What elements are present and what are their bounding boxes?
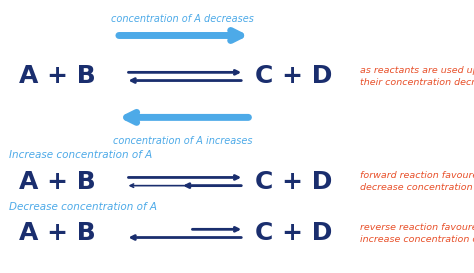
Text: as reactants are used up,
their concentration decreases: as reactants are used up, their concentr…: [360, 66, 474, 87]
Text: A + B: A + B: [18, 170, 95, 194]
Text: concentration of A decreases: concentration of A decreases: [111, 14, 254, 24]
Text: C + D: C + D: [255, 64, 333, 88]
Text: A + B: A + B: [18, 64, 95, 88]
Text: C + D: C + D: [255, 221, 333, 245]
Text: C + D: C + D: [255, 170, 333, 194]
Text: Increase concentration of A: Increase concentration of A: [9, 150, 153, 160]
Text: A + B: A + B: [18, 221, 95, 245]
Text: reverse reaction favoured to
increase concentration of A: reverse reaction favoured to increase co…: [360, 223, 474, 244]
Text: Decrease concentration of A: Decrease concentration of A: [9, 201, 157, 212]
Text: concentration of A increases: concentration of A increases: [113, 136, 252, 147]
Text: forward reaction favoured to
decrease concentration of A: forward reaction favoured to decrease co…: [360, 171, 474, 192]
